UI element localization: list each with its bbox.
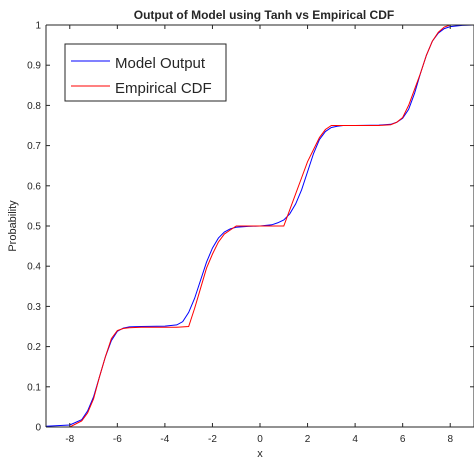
legend-label-model-output: Model Output: [115, 55, 206, 72]
y-tick-label: 0: [35, 423, 41, 434]
x-tick-label: 0: [257, 434, 263, 445]
x-tick-label: 8: [447, 434, 453, 445]
y-tick-label: 0.2: [27, 342, 41, 353]
x-tick-label: -2: [208, 434, 217, 445]
y-tick-label: 0.6: [27, 181, 41, 192]
y-ticks: 0 0.1 0.2 0.3 0.4 0.5 0.6 0.7 0.8 0.9 1: [27, 21, 474, 434]
legend: Model Output Empirical CDF: [64, 43, 227, 102]
x-tick-label: 2: [305, 434, 311, 445]
y-tick-label: 0.9: [27, 61, 41, 72]
y-tick-label: 1: [35, 21, 41, 32]
y-tick-label: 0.5: [27, 222, 41, 233]
series-layer: [45, 24, 474, 428]
x-tick-label: 6: [400, 434, 406, 445]
y-axis-label: Probability: [7, 200, 19, 252]
y-tick-label: 0.1: [27, 382, 41, 393]
chart-title: Output of Model using Tanh vs Empirical …: [134, 8, 394, 22]
y-tick-label: 0.8: [27, 101, 41, 112]
x-tick-label: -4: [160, 434, 169, 445]
x-ticks: -8 -6 -4 -2 0 2 4 6 8: [65, 25, 453, 445]
series-line-empirical-cdf: [46, 24, 474, 428]
y-tick-label: 0.7: [27, 141, 41, 152]
y-tick-label: 0.3: [27, 302, 41, 313]
y-tick-label: 0.4: [27, 262, 41, 273]
legend-box: [64, 43, 227, 102]
x-tick-label: -8: [65, 434, 74, 445]
x-tick-label: -6: [113, 434, 122, 445]
x-axis-label: x: [257, 448, 263, 460]
x-tick-label: 4: [352, 434, 358, 445]
legend-label-empirical-cdf: Empirical CDF: [115, 80, 212, 97]
